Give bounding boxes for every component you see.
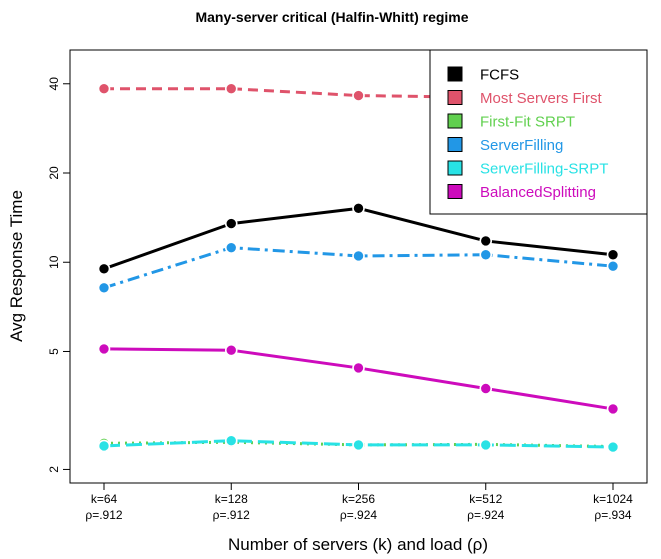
data-point (352, 438, 365, 452)
legend-item: FCFS (447, 66, 519, 84)
data-point (606, 440, 620, 454)
x-tick-label: ρ=.912 (85, 508, 123, 522)
series-balancedsplitting (97, 342, 620, 416)
data-point (97, 439, 111, 453)
legend-swatch (447, 184, 463, 199)
x-tick-label: k=512 (469, 492, 502, 506)
legend-label: ServerFilling-SRPT (480, 161, 608, 178)
legend-label: FCFS (480, 67, 519, 84)
y-tick-label: 10 (47, 255, 61, 269)
legend-swatch (447, 90, 463, 105)
x-tick-label: ρ=.934 (594, 508, 632, 522)
data-point (352, 361, 365, 375)
legend-item: BalancedSplitting (447, 184, 596, 201)
legend-label: BalancedSplitting (480, 184, 596, 201)
y-tick-label: 5 (47, 348, 61, 355)
data-point (224, 82, 238, 95)
y-axis-label: Avg Response Time (7, 190, 26, 342)
data-point (224, 434, 238, 448)
data-point (97, 342, 111, 356)
y-tick-label: 2 (47, 466, 61, 473)
y-tick-label: 40 (47, 77, 61, 91)
data-point (479, 438, 493, 452)
x-tick-label: k=1024 (593, 492, 633, 506)
legend-label: First-Fit SRPT (480, 114, 575, 131)
data-point (97, 262, 111, 276)
data-point (352, 249, 365, 263)
legend-item: ServerFilling-SRPT (447, 160, 608, 178)
x-tick-label: ρ=.924 (467, 508, 505, 522)
data-point (352, 202, 365, 215)
series-fcfs (97, 202, 620, 276)
legend-item: Most Servers First (447, 90, 603, 107)
y-tick-label: 20 (47, 166, 61, 180)
x-tick-label: k=256 (342, 492, 375, 506)
x-axis: k=64 ρ=.912 k=128 ρ=.912 k=256 ρ=.924 k=512 ρ=.… (85, 483, 633, 522)
y-axis: 2 5 10 20 40 (47, 77, 70, 473)
series-serverfilling-srpt (97, 434, 620, 454)
x-tick-label: k=128 (215, 492, 248, 506)
x-tick-label: k=64 (91, 492, 118, 506)
legend-swatch (447, 160, 463, 176)
data-point (479, 234, 493, 248)
legend-swatch (447, 137, 463, 152)
legend-item: First-Fit SRPT (447, 113, 575, 131)
data-point (479, 382, 493, 395)
data-point (224, 241, 238, 254)
x-tick-label: ρ=.912 (213, 508, 251, 522)
data-point (224, 217, 238, 230)
series-line (103, 347, 614, 411)
legend: FCFS Most Servers First First-Fit SRPT Serv… (429, 49, 648, 215)
series-serverfilling (97, 241, 620, 295)
data-point (352, 89, 365, 102)
data-point (606, 402, 620, 416)
data-point (479, 248, 493, 262)
data-point (224, 343, 238, 357)
data-point (97, 281, 111, 295)
legend-label: Most Servers First (480, 90, 603, 107)
data-point (97, 82, 111, 95)
x-tick-label: ρ=.924 (340, 508, 378, 522)
legend-item: ServerFilling (447, 137, 563, 154)
x-axis-label: Number of servers (k) and load (ρ) (228, 535, 488, 554)
legend-label: ServerFilling (480, 137, 563, 154)
legend-box (429, 49, 648, 215)
series-line (103, 440, 614, 449)
chart-title: Many-server critical (Halfin-Whitt) regi… (195, 9, 468, 25)
legend-swatch (447, 113, 463, 129)
data-point (606, 259, 620, 273)
legend-swatch (447, 66, 463, 82)
data-point (606, 248, 620, 262)
